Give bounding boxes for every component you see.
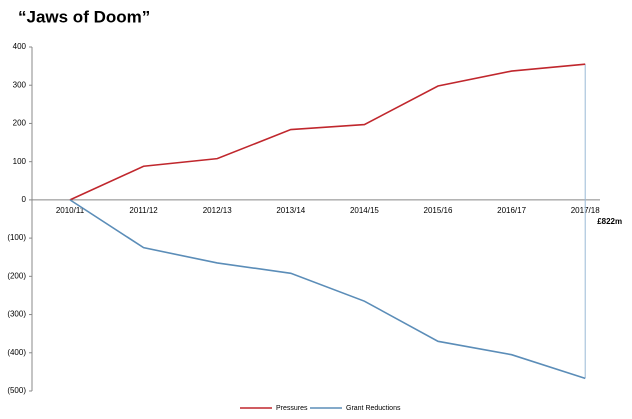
legend-label: Pressures <box>276 405 308 412</box>
y-tick-label: (200) <box>7 271 26 280</box>
x-tick-label: 2011/12 <box>129 206 158 215</box>
x-tick-label: 2015/16 <box>424 206 453 215</box>
y-tick-label: (300) <box>7 310 26 319</box>
y-tick-label: (500) <box>7 386 26 395</box>
y-tick-label: 200 <box>13 119 27 128</box>
x-tick-label: 2016/17 <box>497 206 526 215</box>
series-line <box>69 63 586 201</box>
chart-title: “Jaws of Doom” <box>18 7 150 26</box>
x-tick-label: 2013/14 <box>276 206 305 215</box>
y-tick-label: 0 <box>22 195 27 204</box>
x-tick-label: 2012/13 <box>203 206 232 215</box>
x-tick-label: 2010/11 <box>56 206 85 215</box>
y-tick-label: (400) <box>7 348 26 357</box>
y-tick-label: 300 <box>13 80 27 89</box>
x-tick-label: 2014/15 <box>350 206 379 215</box>
series-line <box>69 199 586 380</box>
y-tick-label: 100 <box>13 157 27 166</box>
y-tick-label: (100) <box>7 233 26 242</box>
y-tick-label: 400 <box>13 42 27 51</box>
annotation: £822m <box>597 217 622 226</box>
legend-label: Grant Reductions <box>346 405 401 412</box>
